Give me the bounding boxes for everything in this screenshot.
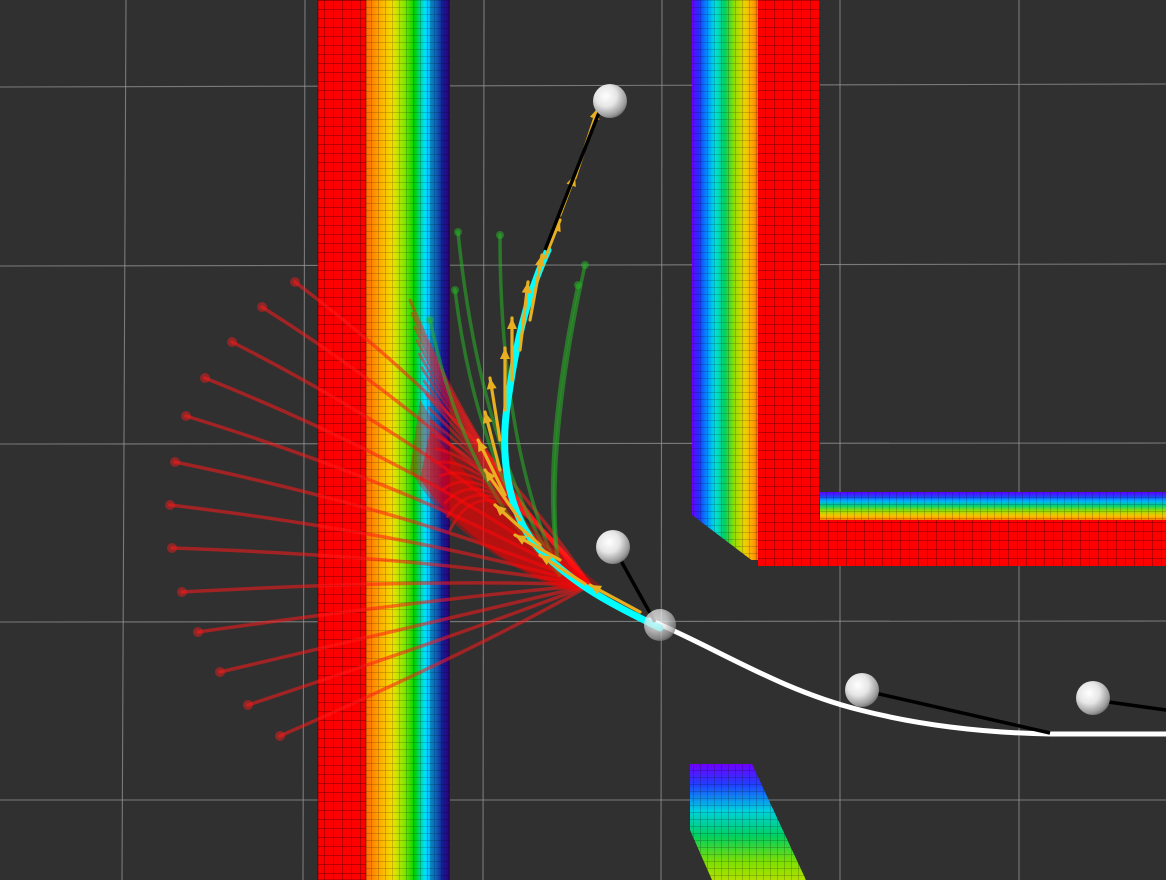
- trajectory-endpoint: [181, 411, 191, 421]
- waypoint-spheres: [593, 84, 1110, 715]
- pose-arrow: [538, 553, 587, 586]
- trajectory-endpoint: [426, 316, 434, 324]
- trajectory-endpoint: [451, 286, 459, 294]
- candidate-trajectory: [498, 233, 562, 577]
- pose-arrow: [486, 376, 502, 442]
- trajectory-endpoint: [170, 457, 180, 467]
- rejected-trajectory: [170, 546, 592, 587]
- waypoint-links: [543, 109, 1166, 735]
- pose-arrow: [507, 316, 517, 382]
- rejected-trajectory: [218, 583, 592, 674]
- rejected-trajectory: [278, 583, 592, 738]
- pose-arrow: [518, 280, 532, 352]
- trajectory-endpoint: [290, 277, 300, 287]
- trajectory-endpoint: [574, 281, 582, 289]
- pose-arrow: [493, 503, 542, 547]
- rejected-trajectory: [246, 583, 592, 707]
- global-path: [647, 617, 1166, 737]
- pose-arrow: [588, 583, 642, 614]
- trajectory-endpoint: [167, 543, 177, 553]
- rejected-trajectory: [448, 498, 592, 587]
- waypoint-sphere[interactable]: [596, 530, 630, 564]
- trajectory-endpoint: [581, 261, 589, 269]
- costmap-wall-left: [317, 0, 450, 880]
- rejected-trajectory: [168, 503, 592, 587]
- trajectory-endpoint: [193, 627, 203, 637]
- rejected-trajectory: [173, 460, 592, 587]
- trajectory-endpoint: [243, 700, 253, 710]
- pose-arrow: [500, 346, 510, 412]
- robot-pose-sphere[interactable]: [644, 609, 676, 641]
- pose-arrow: [483, 468, 522, 522]
- trajectory-endpoint: [165, 500, 175, 510]
- trajectory-endpoint: [496, 231, 504, 239]
- candidate-trajectory: [553, 263, 587, 577]
- trajectory-endpoint: [454, 228, 462, 236]
- pose-arrows: [476, 106, 642, 614]
- candidate-trajectory: [456, 230, 562, 577]
- trajectory-endpoint: [177, 587, 187, 597]
- trajectory-endpoint: [275, 731, 285, 741]
- pose-arrow: [513, 533, 562, 562]
- rejected-trajectory: [196, 583, 592, 634]
- trajectory-endpoint: [227, 337, 237, 347]
- rejected-trajectory: [180, 581, 592, 594]
- candidate-trajectory: [550, 283, 580, 577]
- costmap-wall-horizontal: [758, 492, 1166, 566]
- costmap-obstacle-bottom: [690, 764, 806, 880]
- waypoint-sphere[interactable]: [1076, 681, 1110, 715]
- trajectory-endpoint: [215, 667, 225, 677]
- pose-arrow: [528, 253, 545, 322]
- pose-arrow: [482, 410, 502, 472]
- trajectory-endpoint: [200, 373, 210, 383]
- trajectory-endpoint: [257, 302, 267, 312]
- waypoint-sphere[interactable]: [593, 84, 627, 118]
- costmap-wall-right: [692, 0, 820, 565]
- waypoint-sphere[interactable]: [845, 673, 879, 707]
- pose-arrow: [476, 438, 507, 497]
